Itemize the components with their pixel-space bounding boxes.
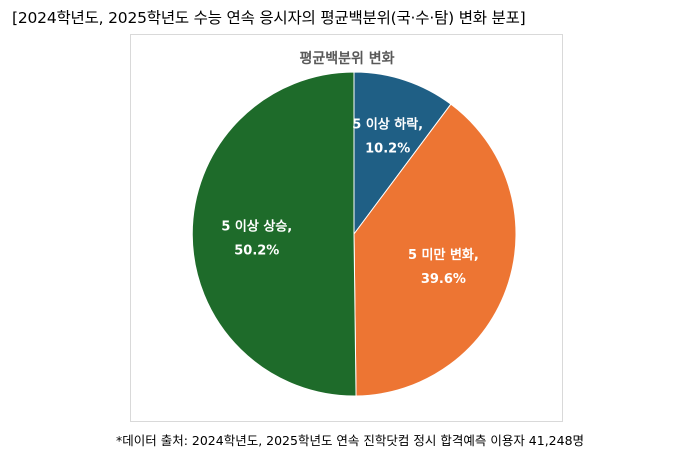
slice-category-label: 5 이상 하락, bbox=[352, 117, 423, 133]
chart-title: 평균백분위 변화 bbox=[299, 50, 394, 67]
pie-chart: 평균백분위 변화 5 이상 하락,10.2%5 미만 변화,39.6%5 이상 … bbox=[191, 50, 517, 397]
slice-value-label: 10.2% bbox=[365, 142, 410, 157]
pie-slice bbox=[191, 71, 357, 397]
slice-value-label: 39.6% bbox=[421, 272, 466, 287]
chart-area: 평균백분위 변화 5 이상 하락, 10.2% 5 미만 변화, 39.6% 5 이상 … bbox=[130, 34, 563, 422]
slice-category-label: 5 이상 상승, bbox=[221, 219, 292, 235]
pie-slices bbox=[191, 71, 517, 397]
pie-slice bbox=[353, 71, 452, 236]
slice-value-label: 50.2% bbox=[234, 244, 279, 259]
pie-slice bbox=[353, 103, 517, 397]
slice-category-label: 5 미만 변화, bbox=[408, 247, 479, 263]
pie-labels: 5 이상 하락, 10.2% 5 미만 변화, 39.6% 5 이상 상승, 50.2% bbox=[221, 117, 478, 288]
page-title: [2024학년도, 2025학년도 수능 연속 응시자의 평균백분위(국·수·탐… bbox=[12, 9, 526, 27]
data-source-note: *데이터 출처: 2024학년도, 2025학년도 연속 진학닷컴 정시 합격예… bbox=[115, 433, 585, 448]
